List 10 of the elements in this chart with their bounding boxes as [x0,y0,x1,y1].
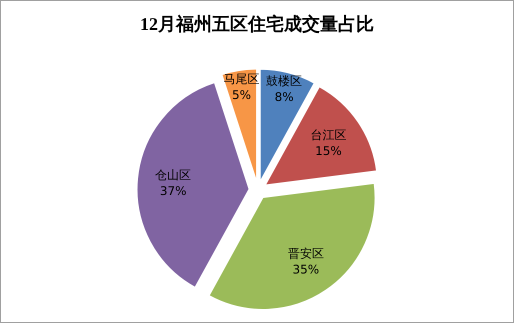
data-label: 5% [232,88,252,102]
slice-label: 鼓楼区 [266,74,302,88]
slice-label: 台江区 [310,128,346,142]
slice-label: 仓山区 [155,168,192,182]
chart-title: 12月福州五区住宅成交量占比 [140,14,374,34]
slice-label: 晋安区 [288,246,324,260]
data-label: 8% [274,90,294,104]
data-label: 15% [315,144,342,158]
data-label: 35% [292,262,320,276]
data-label: 37% [160,184,187,198]
